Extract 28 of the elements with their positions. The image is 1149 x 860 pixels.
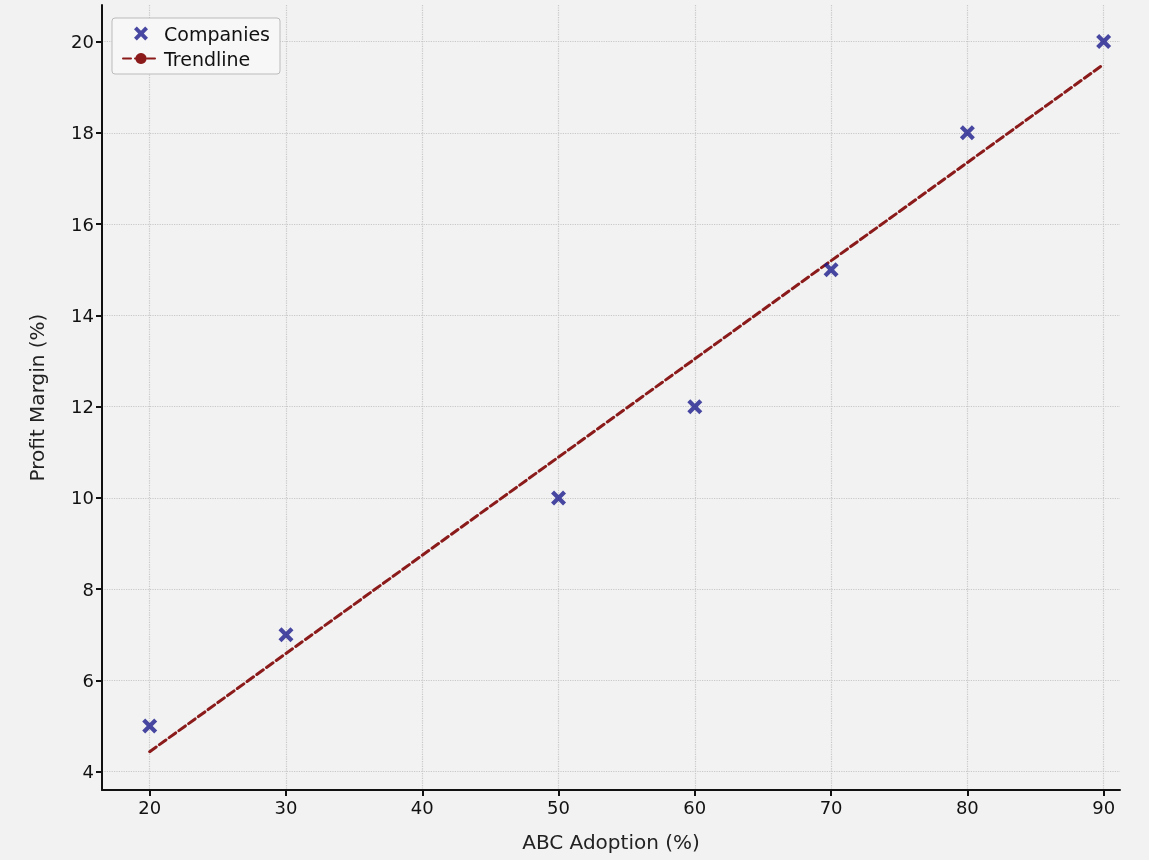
point bbox=[823, 262, 839, 278]
y-axis-title: Profit Margin (%) bbox=[25, 313, 49, 482]
point bbox=[959, 125, 975, 141]
y-tick-label: 6 bbox=[82, 669, 94, 691]
legend-label: Trendline bbox=[163, 47, 251, 70]
y-tick-label: 16 bbox=[71, 213, 94, 235]
y-tick-label: 8 bbox=[82, 578, 94, 600]
point bbox=[278, 627, 294, 643]
x-axis-title: ABC Adoption (%) bbox=[522, 830, 700, 854]
x-tick-label: 30 bbox=[274, 796, 298, 818]
y-tick-label: 10 bbox=[71, 487, 94, 509]
x-tick-label: 60 bbox=[683, 796, 707, 818]
x-tick-label: 50 bbox=[547, 796, 570, 818]
point bbox=[551, 490, 567, 506]
y-tick-label: 18 bbox=[71, 122, 94, 144]
point bbox=[142, 718, 158, 734]
x-tick-label: 90 bbox=[1092, 796, 1116, 818]
x-tick-label: 40 bbox=[410, 796, 434, 818]
x-tick-label: 20 bbox=[138, 796, 162, 818]
point bbox=[687, 399, 703, 415]
point bbox=[1096, 34, 1112, 50]
legend-label: Companies bbox=[164, 22, 271, 45]
y-tick-label: 20 bbox=[71, 31, 94, 53]
x-tick-label: 70 bbox=[819, 796, 843, 818]
y-tick-label: 4 bbox=[82, 761, 94, 783]
y-tick-label: 14 bbox=[71, 304, 94, 326]
x-tick-label: 80 bbox=[955, 796, 979, 818]
y-tick-label: 12 bbox=[71, 396, 94, 418]
